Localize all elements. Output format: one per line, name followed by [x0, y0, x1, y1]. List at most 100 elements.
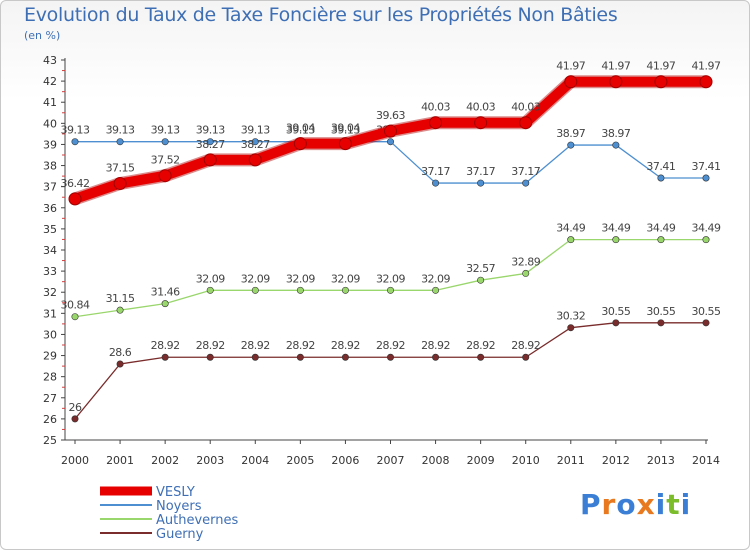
data-point	[338, 137, 352, 151]
data-label: 37.41	[646, 160, 675, 173]
proxiti-logo: Proxiti	[580, 488, 691, 521]
x-tick-label: 2003	[196, 454, 224, 467]
data-label: 39.13	[151, 124, 180, 137]
data-label: 32.09	[286, 272, 315, 285]
logo-letter: r	[601, 488, 617, 521]
data-label: 32.09	[331, 272, 360, 285]
data-point	[522, 179, 530, 187]
data-point	[341, 286, 349, 294]
data-label: 39.13	[331, 124, 360, 137]
data-point	[206, 353, 214, 361]
data-label: 37.52	[151, 154, 180, 167]
data-label: 32.09	[196, 272, 225, 285]
data-point	[203, 153, 217, 167]
data-label: 28.6	[109, 346, 132, 359]
y-tick-label: 39	[43, 138, 57, 151]
y-tick-label: 26	[43, 413, 57, 426]
data-point	[699, 75, 713, 89]
x-tick-label: 2000	[61, 454, 89, 467]
data-point	[206, 286, 214, 294]
logo-letter: x	[636, 488, 656, 521]
data-label: 28.92	[286, 339, 315, 352]
data-point	[702, 174, 710, 182]
data-label: 37.15	[106, 162, 135, 175]
x-tick-label: 2004	[241, 454, 269, 467]
series-authevernes: 30.84 31.15 31.46 32.09 32.09 32.09 32.09 32.09…	[61, 222, 721, 321]
y-tick-label: 38	[43, 160, 57, 173]
data-label: 39.63	[376, 109, 405, 122]
logo-letter: t	[666, 488, 681, 521]
data-label: 31.46	[151, 286, 180, 299]
data-label: 28.92	[241, 339, 270, 352]
axes: 25 26 27 28 29 30 31 32 33 34 35 36 37 38 39 40 41 42 43 20…	[43, 54, 720, 467]
y-tick-label: 43	[43, 54, 57, 67]
logo-letter: i	[655, 488, 667, 521]
legend-label: Noyers	[156, 499, 202, 514]
x-tick-label: 2010	[512, 454, 540, 467]
data-point	[474, 116, 488, 130]
data-point	[612, 141, 620, 149]
data-point	[384, 124, 397, 138]
y-tick-label: 35	[43, 223, 57, 236]
data-label: 30.32	[556, 310, 585, 323]
chart-title: Evolution du Taux de Taxe Foncière sur l…	[24, 4, 618, 26]
x-tick-label: 2001	[106, 454, 134, 467]
data-label: 28.92	[376, 339, 405, 352]
data-point	[251, 353, 259, 361]
data-label: 38.97	[601, 127, 630, 140]
y-tick-label: 29	[43, 350, 57, 363]
x-tick-label: 2005	[286, 454, 314, 467]
x-tick-label: 2012	[602, 454, 630, 467]
data-label: 30.55	[646, 305, 675, 318]
data-point	[161, 300, 169, 308]
data-label: 36.42	[61, 177, 90, 190]
data-label: 41.97	[646, 60, 675, 73]
data-point	[293, 137, 307, 151]
data-label: 34.49	[601, 222, 630, 235]
data-point	[71, 313, 79, 321]
series-noyers: 39.1339.1339.1339.1339.1339.1339.1339.13…	[61, 124, 721, 187]
data-point	[206, 138, 214, 146]
data-point	[657, 236, 665, 244]
data-label: 40.03	[421, 101, 450, 114]
x-tick-label: 2014	[692, 454, 720, 467]
data-label: 28.92	[196, 339, 225, 352]
data-point	[296, 353, 304, 361]
data-point	[612, 236, 620, 244]
y-tick-label: 32	[43, 286, 57, 299]
data-point	[567, 236, 575, 244]
data-point	[702, 236, 710, 244]
data-label: 32.09	[421, 272, 450, 285]
data-label: 41.97	[556, 60, 585, 73]
data-point	[477, 353, 485, 361]
y-tick-label: 33	[43, 265, 57, 278]
data-point	[161, 353, 169, 361]
x-tick-label: 2009	[467, 454, 495, 467]
data-label: 34.49	[692, 222, 721, 235]
data-label: 41.97	[692, 60, 721, 73]
data-point	[71, 415, 79, 423]
data-label: 39.13	[286, 124, 315, 137]
data-point	[116, 138, 124, 146]
y-tick-label: 34	[43, 244, 57, 257]
data-label: 32.09	[241, 272, 270, 285]
x-tick-label: 2007	[377, 454, 405, 467]
data-label: 41.97	[601, 60, 630, 73]
data-label: 34.49	[646, 222, 675, 235]
data-point	[522, 269, 530, 277]
data-label: 32.57	[466, 262, 495, 275]
series-layer: 26 28.6 28.92 28.92 28.92 28.92 28.92 28.92 28.9…	[61, 60, 721, 423]
y-tick-label: 42	[43, 75, 57, 88]
data-point	[609, 75, 623, 89]
data-label: 39.13	[196, 124, 225, 137]
series-guerny: 26 28.6 28.92 28.92 28.92 28.92 28.92 28.92 28.9…	[69, 305, 721, 423]
x-tick-label: 2006	[331, 454, 359, 467]
data-point	[657, 319, 665, 327]
data-point	[116, 306, 124, 314]
data-label: 28.92	[511, 339, 540, 352]
data-point	[519, 116, 533, 130]
data-label: 40.03	[511, 101, 540, 114]
data-point	[432, 179, 440, 187]
data-point	[477, 276, 485, 284]
